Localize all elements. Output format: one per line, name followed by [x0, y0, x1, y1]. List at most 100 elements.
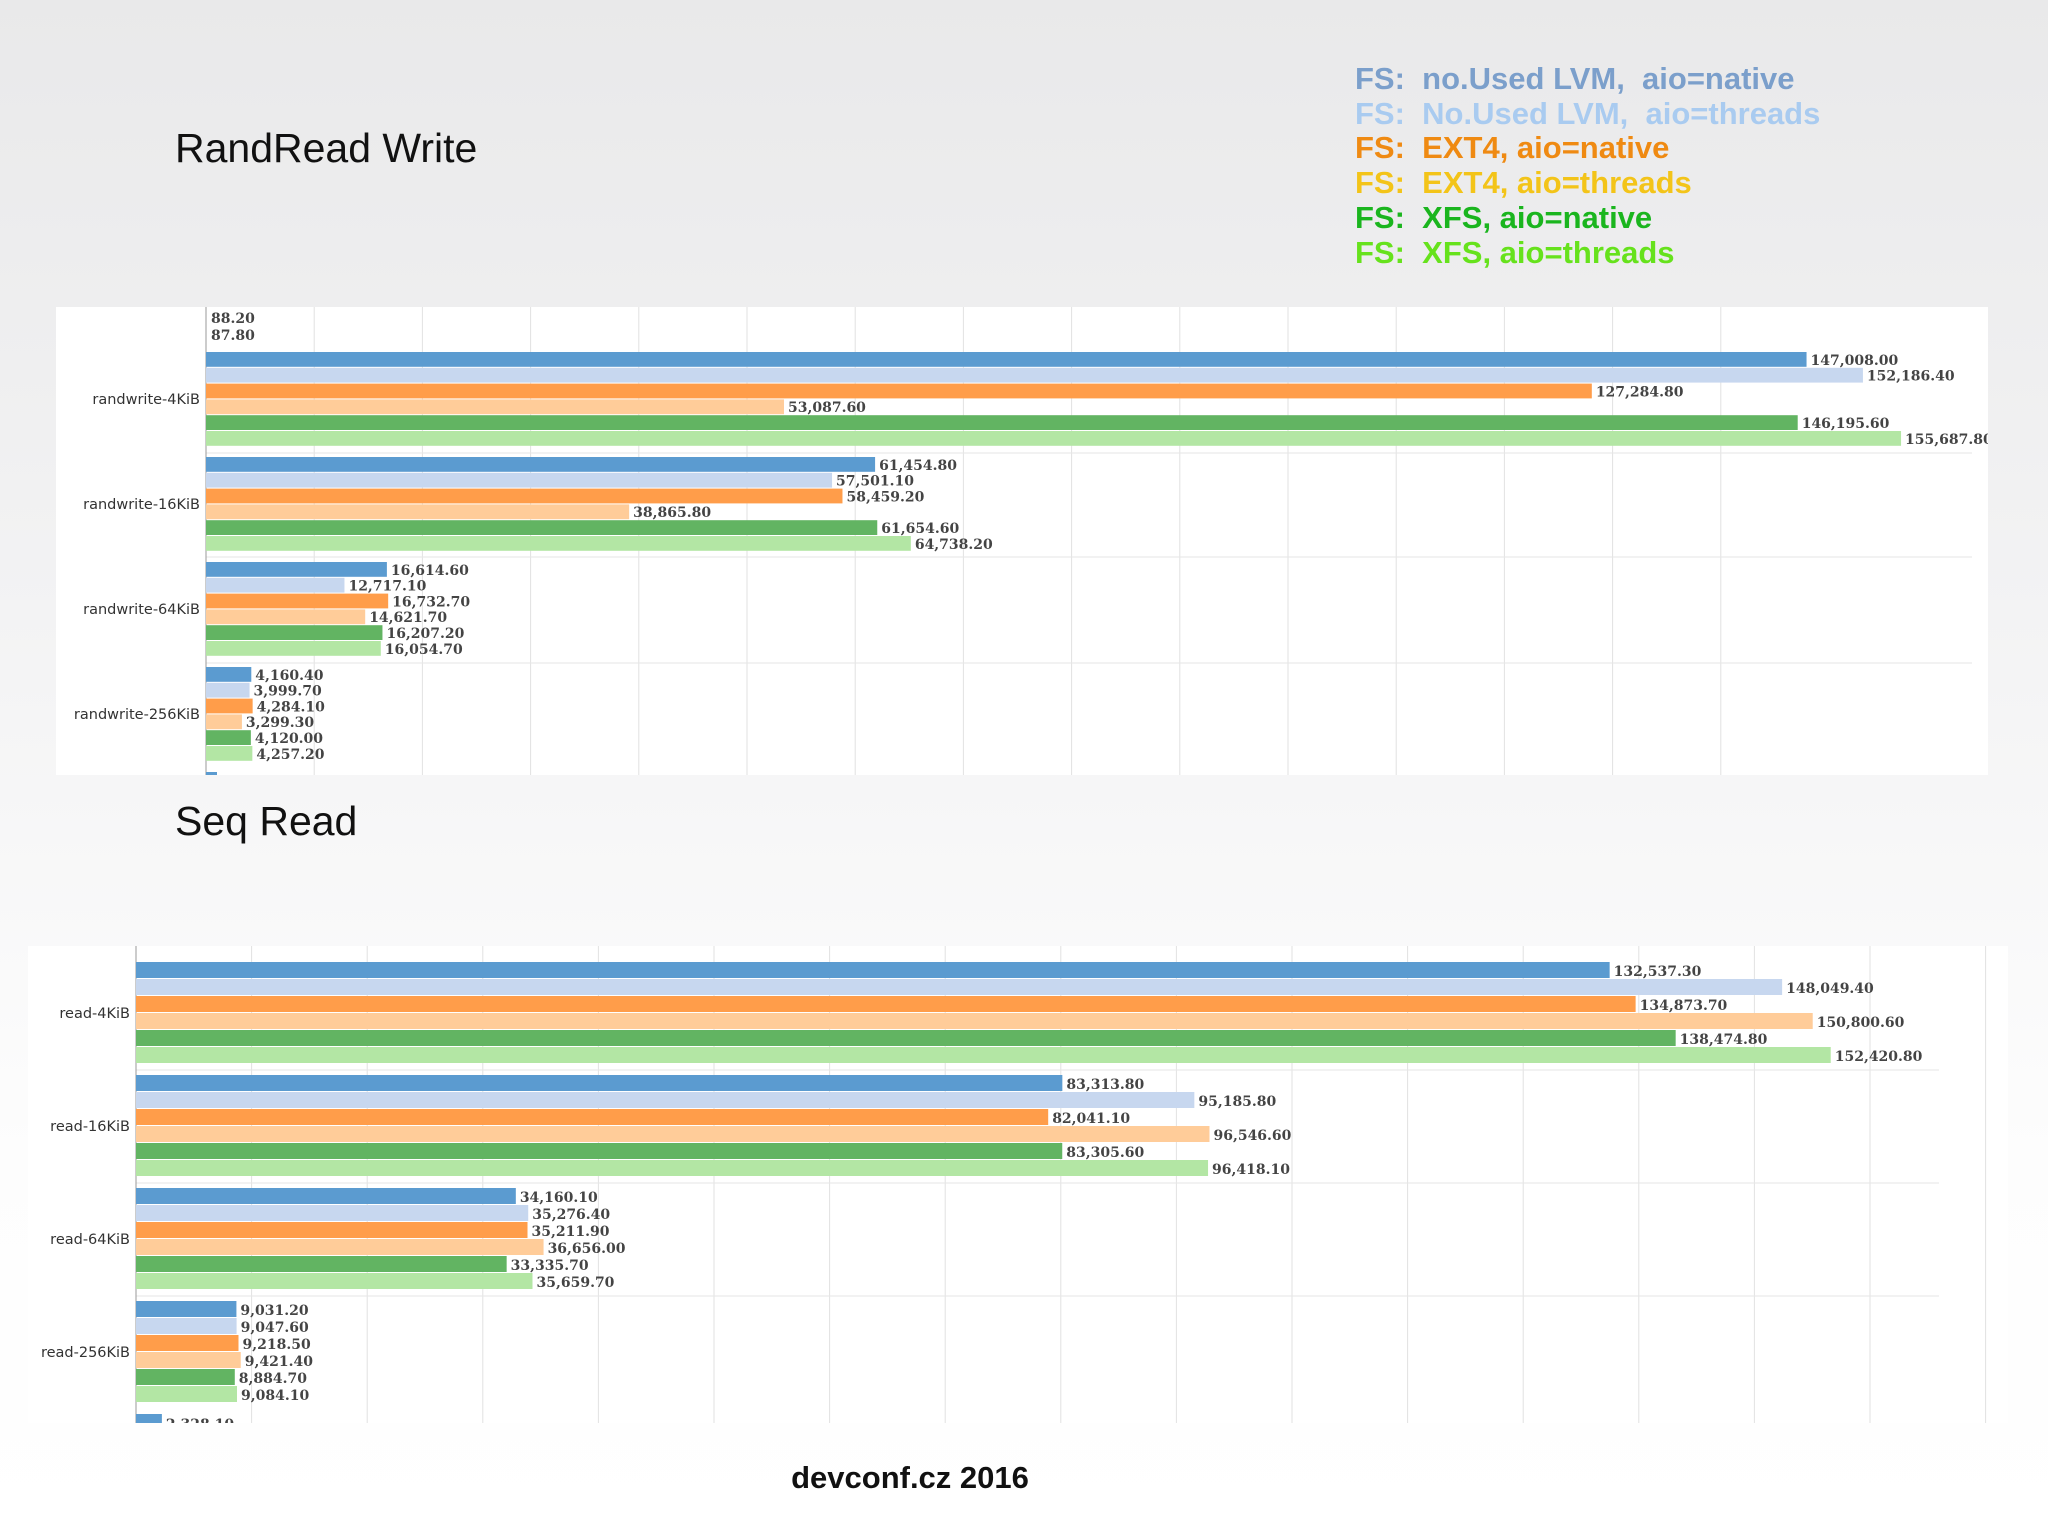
legend-item-5: FS: XFS, aio=native — [1355, 199, 1653, 235]
bar — [206, 520, 878, 535]
legend-item-3: FS: EXT4, aio=native — [1355, 130, 1670, 166]
legend-item-1: FS: no.Used LVM, aio=native — [1355, 61, 1795, 96]
bar-value-label: 4,120.00 — [255, 731, 323, 747]
bar-value-label: 96,546.60 — [1213, 1128, 1291, 1144]
category-label: randwrite-256KiB — [74, 707, 200, 723]
bar — [136, 1273, 533, 1289]
bar-value-label: 9,218.50 — [242, 1337, 310, 1353]
chart-randwrite: 88.20 87.80 randwrite-4KiB 147,008.00 152,18… — [56, 307, 1988, 775]
bar-value-label: 9,084.10 — [241, 1388, 309, 1404]
bar — [136, 1369, 235, 1385]
bar-value-label: 9,031.20 — [240, 1303, 308, 1319]
bar-value-label: 83,305.60 — [1066, 1145, 1144, 1161]
bar — [136, 1335, 239, 1351]
bar — [136, 1318, 237, 1334]
bar — [206, 431, 1902, 446]
bar — [206, 367, 1863, 383]
bar — [136, 1143, 1063, 1159]
bar — [136, 1256, 507, 1272]
bar-value-label: 82,041.10 — [1052, 1111, 1130, 1127]
bar-value-label: 16,207.20 — [386, 626, 464, 642]
bar-value-label: 57,501.10 — [836, 474, 914, 490]
bar-value-label: 127,284.80 — [1596, 384, 1684, 400]
bar-partial-sliver — [206, 772, 217, 775]
bar — [136, 1092, 1195, 1108]
bar-partial — [136, 1414, 162, 1423]
slide-title-seqread: Seq Read — [175, 798, 358, 844]
category-label: read-64KiB — [50, 1232, 130, 1248]
bar-value-label: 146,195.60 — [1802, 416, 1890, 432]
bar-value-label: 16,054.70 — [385, 642, 463, 658]
bar-value-label: 61,454.80 — [879, 458, 957, 474]
bar — [136, 1160, 1209, 1176]
bar-value-label: 35,276.40 — [532, 1207, 610, 1223]
bar-value-label: 152,420.80 — [1835, 1049, 1923, 1065]
bar-value-label: 61,654.60 — [881, 521, 959, 537]
partial-top-label: 88.20 — [211, 311, 255, 327]
legend: FS: no.Used LVM, aio=native FS: No.Used L… — [1355, 61, 1821, 270]
bar — [206, 641, 381, 656]
bar-value-label: 14,621.70 — [369, 610, 447, 626]
bar — [206, 730, 251, 745]
bar — [206, 399, 784, 415]
bar — [136, 1013, 1813, 1029]
bar — [136, 1047, 1831, 1063]
bar-value-label: 3,299.30 — [246, 715, 314, 731]
legend-item-2: FS: No.Used LVM, aio=threads — [1355, 95, 1821, 131]
category-label: randwrite-4KiB — [92, 392, 200, 408]
bar — [136, 1075, 1063, 1091]
bar-value-label: 4,257.20 — [256, 747, 324, 763]
bar — [206, 562, 387, 577]
bar-value-label: 33,335.70 — [511, 1258, 589, 1274]
bar-value-label: 35,211.90 — [532, 1224, 610, 1240]
bar — [206, 667, 252, 682]
bar-value-label: 34,160.10 — [520, 1190, 598, 1206]
bar-value-label: 155,687.80 — [1905, 432, 1988, 448]
bar-value-label: 36,656.00 — [548, 1241, 626, 1257]
bar-value-label: 150,800.60 — [1817, 1015, 1905, 1031]
partial-top-label: 87.80 — [211, 328, 255, 344]
bar — [206, 488, 843, 504]
bar-partial-label: 2,328.10 — [166, 1417, 234, 1423]
footer-text: devconf.cz 2016 — [791, 1460, 1029, 1495]
category-label: read-256KiB — [41, 1345, 130, 1361]
bar-value-label: 8,884.70 — [239, 1371, 307, 1387]
bar — [206, 593, 389, 609]
bar-value-label: 3,999.70 — [254, 684, 322, 700]
slide-title-randread: RandRead Write — [175, 125, 478, 171]
bar-value-label: 9,421.40 — [245, 1354, 313, 1370]
bar-value-label: 152,186.40 — [1867, 369, 1955, 385]
bar-value-label: 132,537.30 — [1614, 964, 1702, 980]
bar — [206, 577, 345, 593]
bar — [206, 457, 876, 472]
bar — [136, 1352, 241, 1368]
bar — [136, 1126, 1210, 1142]
bar — [206, 625, 383, 640]
bar-value-label: 9,047.60 — [241, 1320, 309, 1336]
bar-value-label: 4,160.40 — [255, 668, 323, 684]
bar-value-label: 58,459.20 — [846, 489, 924, 505]
bar-value-label: 4,284.10 — [257, 699, 325, 715]
bar — [136, 996, 1636, 1012]
bar — [136, 1222, 528, 1238]
bar — [206, 698, 253, 714]
category-label: randwrite-64KiB — [83, 602, 200, 618]
bar — [206, 536, 911, 551]
bar — [136, 1239, 544, 1255]
bar-value-label: 38,865.80 — [633, 505, 711, 521]
bar-value-label: 95,185.80 — [1198, 1094, 1276, 1110]
bar — [206, 714, 242, 730]
chart-seqread: read-4KiB 132,537.30 148,049.40 134,873.70 1… — [28, 946, 2008, 1423]
bar-value-label: 16,732.70 — [392, 594, 470, 610]
bar-value-label: 96,418.10 — [1212, 1162, 1290, 1178]
legend-item-4: FS: EXT4, aio=threads — [1355, 165, 1692, 201]
bar — [136, 1188, 516, 1204]
bar — [136, 979, 1783, 995]
bar — [206, 746, 253, 761]
bar — [136, 1205, 529, 1221]
category-label: read-16KiB — [50, 1119, 130, 1135]
bar — [136, 1386, 238, 1402]
bar-value-label: 83,313.80 — [1066, 1077, 1144, 1093]
bar-value-label: 12,717.10 — [348, 579, 426, 595]
